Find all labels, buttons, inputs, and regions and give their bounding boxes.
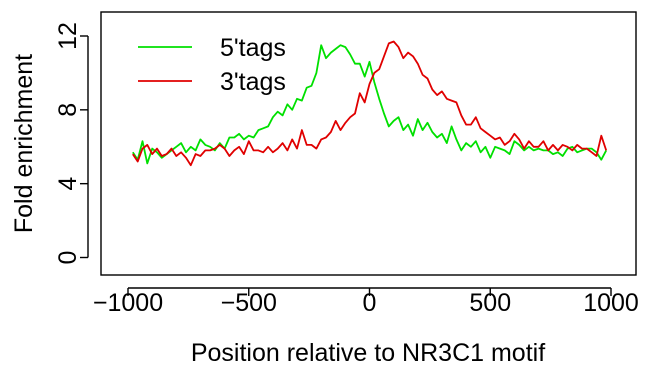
y-tick-label: 8 (54, 103, 82, 117)
x-tick-label: 0 (363, 289, 377, 317)
series-line-1 (132, 44, 607, 165)
y-tick-label: 0 (54, 251, 82, 265)
y-tick-label: 4 (54, 177, 82, 191)
x-tick-label: 1000 (583, 289, 639, 317)
y-tick-label: 12 (54, 22, 82, 50)
x-tick-label: −500 (221, 289, 277, 317)
legend: 5'tags 3'tags (138, 34, 286, 96)
legend-label-1: 5'tags (220, 34, 286, 62)
x-tick-label: 500 (469, 289, 511, 317)
x-tick-label: −1000 (93, 289, 163, 317)
series-layer (132, 40, 608, 167)
y-axis-title: Fold enrichment (10, 54, 38, 233)
x-axis-title: Position relative to NR3C1 motif (191, 339, 545, 367)
plot-frame (100, 11, 637, 276)
legend-label-2: 3'tags (220, 68, 286, 96)
x-axis: −1000 −500 0 500 1000 (93, 287, 639, 317)
y-axis: 0 4 8 12 (54, 22, 89, 265)
series-line-2 (132, 40, 608, 167)
